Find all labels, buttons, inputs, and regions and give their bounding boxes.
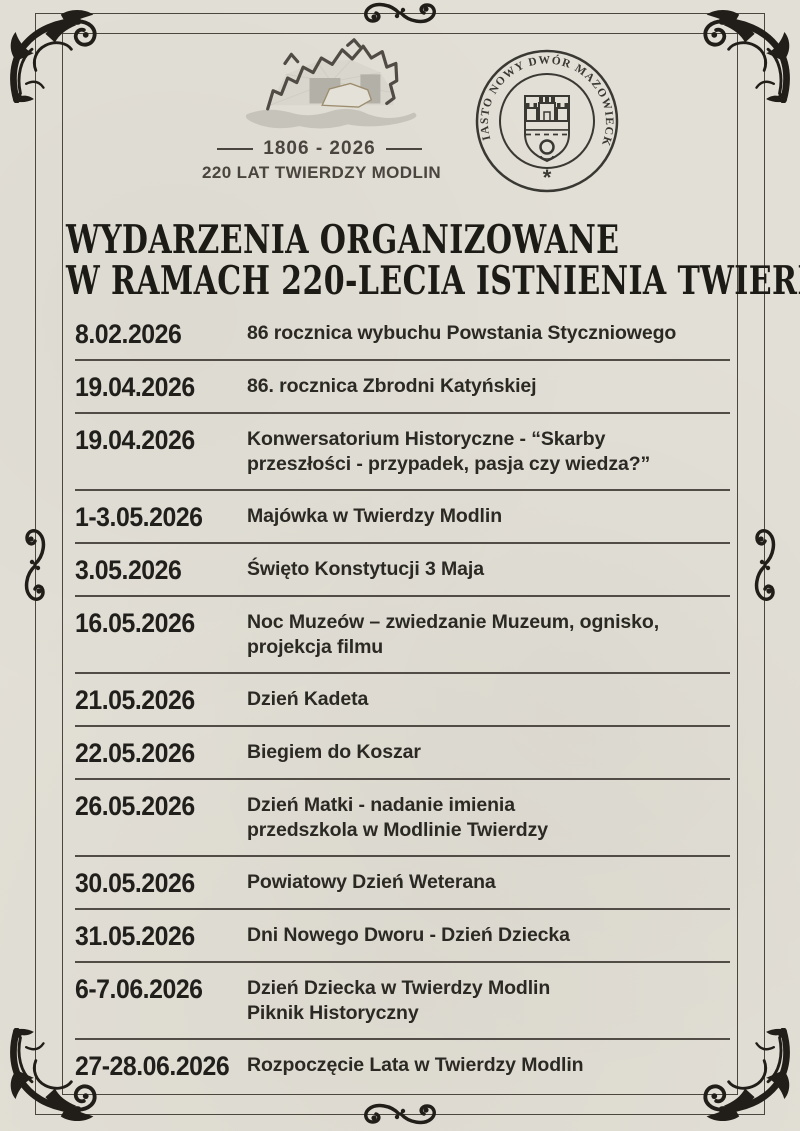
event-row: 1-3.05.2026 Majówka w Twierdzy Modlin [75,491,730,544]
event-date: 30.05.2026 [75,868,195,898]
fortress-map-icon [202,38,437,138]
event-row: 22.05.2026 Biegiem do Koszar [75,727,730,780]
event-date: 16.05.2026 [75,608,195,638]
event-date: 21.05.2026 [75,685,195,715]
event-title: Święto Konstytucji 3 Maja [247,558,484,580]
event-row: 16.05.2026 Noc Muzeów – zwiedzanie Muzeu… [75,597,730,674]
header-logos: 1806 - 2026 220 LAT TWIERDZY MODLIN [75,38,730,196]
event-title: Dni Nowego Dworu - Dzień Dziecka [247,924,570,946]
event-title: Dzień Dziecka w Twierdzy Modlin Piknik H… [247,977,551,1024]
scroll-ornament-left [24,523,46,607]
event-row: 19.04.2026 86. rocznica Zbrodni Katyński… [75,361,730,414]
event-title: Dzień Kadeta [247,688,369,710]
event-title: 86. rocznica Zbrodni Katyńskiej [247,375,537,397]
event-date: 1-3.05.2026 [75,502,203,532]
event-date: 27-28.06.2026 [75,1051,230,1081]
event-title: Rozpoczęcie Lata w Twierdzy Modlin [247,1054,584,1076]
event-row: 8.02.2026 86 rocznica wybuchu Powstania … [75,308,730,361]
page-title: WYDARZENIA ORGANIZOWANE W RAMACH 220-LEC… [66,217,800,304]
event-title: Dzień Matki - nadanie imienia przedszkol… [247,794,549,841]
event-date: 6-7.06.2026 [75,974,203,1004]
event-date: 22.05.2026 [75,738,195,768]
event-date: 26.05.2026 [75,791,195,821]
event-date: 3.05.2026 [75,555,182,585]
event-row: 3.05.2026 Święto Konstytucji 3 Maja [75,544,730,597]
event-title: Powiatowy Dzień Weterana [247,871,496,893]
city-seal-icon [472,46,622,196]
poster-content: 1806 - 2026 220 LAT TWIERDZY MODLIN WYDA… [66,38,800,1091]
event-date: 8.02.2026 [75,319,182,349]
event-row: 31.05.2026 Dni Nowego Dworu - Dzień Dzie… [75,910,730,963]
event-title: Majówka w Twierdzy Modlin [247,505,502,527]
fortress-anniversary-logo: 1806 - 2026 220 LAT TWIERDZY MODLIN [202,38,442,183]
event-row: 30.05.2026 Powiatowy Dzień Weterana [75,857,730,910]
event-date: 19.04.2026 [75,372,195,402]
page-title-line2: W RAMACH 220-LECIA ISTNIENIA TWIERDZY MO… [66,258,800,304]
event-row: 21.05.2026 Dzień Kadeta [75,674,730,727]
event-date: 19.04.2026 [75,425,195,455]
events-table: 8.02.2026 86 rocznica wybuchu Powstania … [75,308,730,1091]
logo-years: 1806 - 2026 [202,138,437,160]
event-row: 26.05.2026 Dzień Matki - nadanie imienia… [75,780,730,857]
scroll-ornament-bottom [358,1103,442,1125]
event-title: Noc Muzeów – zwiedzanie Muzeum, ognisko,… [247,611,660,658]
event-title: Konwersatorium Historyczne - “Skarby prz… [247,428,651,475]
event-title: Biegiem do Koszar [247,741,421,763]
event-row: 6-7.06.2026 Dzień Dziecka w Twierdzy Mod… [75,963,730,1040]
event-date: 31.05.2026 [75,921,195,951]
scroll-ornament-top [358,2,442,24]
page-title-line1: WYDARZENIA ORGANIZOWANE [66,217,620,263]
event-row: 27-28.06.2026 Rozpoczęcie Lata w Twierdz… [75,1040,730,1091]
event-title: 86 rocznica wybuchu Powstania Styczniowe… [247,322,677,344]
event-row: 19.04.2026 Konwersatorium Historyczne - … [75,414,730,491]
logo-years-label: 1806 - 2026 [263,138,376,159]
scroll-ornament-right [754,523,776,607]
logo-caption: 220 LAT TWIERDZY MODLIN [202,163,442,182]
